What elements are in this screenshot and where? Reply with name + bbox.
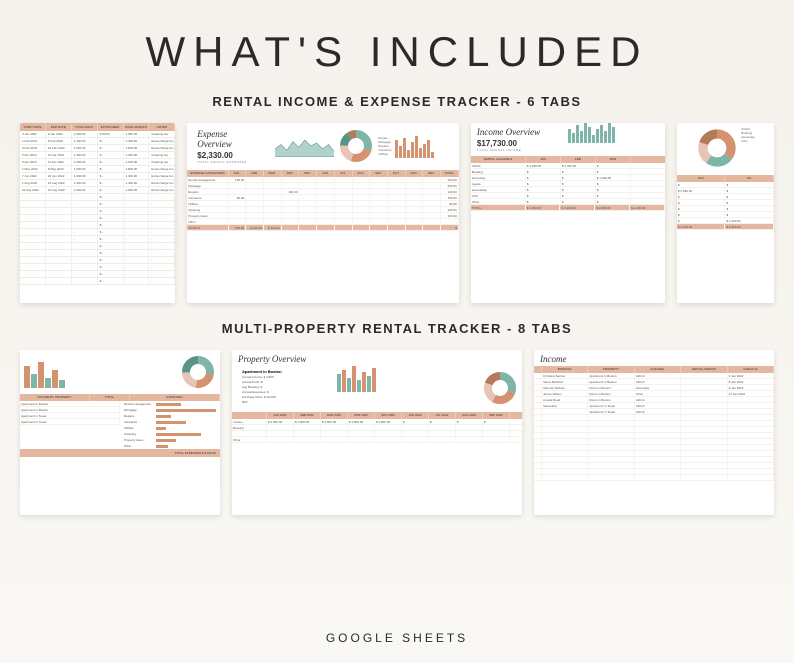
income-channels-table: RENTAL CHANNELSJANFEBMAR Airbnb$ 1,050.0… xyxy=(471,156,665,211)
card-income-overview: Income Overview $17,730.00 TOTAL ANNUAL … xyxy=(471,123,665,303)
card-multi-overview: INCOME BY PROPERTY TOTAL EXPENSES Apartm… xyxy=(20,350,220,515)
income-bars xyxy=(564,123,665,147)
expense-total-label: TOTAL ANNUAL EXPENSES xyxy=(191,160,266,166)
income-title: Income Overview xyxy=(471,123,564,139)
multi-bars xyxy=(24,354,176,388)
card-expense-overview: Expense Overview $2,330.00 TOTAL ANNUAL … xyxy=(187,123,459,303)
multi-expenses-header: EXPENSES xyxy=(130,394,220,401)
prop-fields: Annual Income: $ 4,800Annual Profit: $Av… xyxy=(237,375,328,405)
section2-title: MULTI-PROPERTY RENTAL TRACKER - 8 TABS xyxy=(0,321,794,336)
income-table-rows: Christina SantosApartment in BostonAirbn… xyxy=(534,373,774,481)
expense-category-table: EXPENSE CATEGORIESJANFEBMARAPRMAYJUNJULA… xyxy=(187,170,459,231)
multi-total-header: TOTAL xyxy=(90,394,130,401)
card-income-table: Income BOOKINGPROPERTYCHANNELRENTAL PERI… xyxy=(534,350,774,515)
prop-name: Apartment in Boston xyxy=(237,369,328,374)
income-side-legend: AirbnbBookingHomestayVrbo xyxy=(741,127,755,169)
card-booking-sheet: START DATEEND DATETOTAL RENTEXTRA FEESTO… xyxy=(20,123,175,303)
footer: GOOGLE SHEETS xyxy=(0,631,794,645)
booking-rows: 4 Jan 20229 Jan 20221,000.00$ 50.001,050… xyxy=(20,131,175,285)
multi-props-list: Apartment in BostonApartment in BostonAp… xyxy=(20,401,120,449)
card-property-overview: Property Overview Apartment in Boston An… xyxy=(232,350,522,515)
row2: INCOME BY PROPERTY TOTAL EXPENSES Apartm… xyxy=(0,350,794,515)
expense-legend: Rental…MortgageRepairsInsuranceUtilities xyxy=(378,136,391,156)
income-table-title: Income xyxy=(534,350,774,366)
main-title: WHAT'S INCLUDED xyxy=(0,28,794,76)
multi-donut xyxy=(180,354,216,390)
section1-title: RENTAL INCOME & EXPENSE TRACKER - 6 TABS xyxy=(0,94,794,109)
income-total: $17,730.00 xyxy=(471,139,564,148)
expense-title: Expense Overview xyxy=(191,125,266,151)
income-by-prop-header: INCOME BY PROPERTY xyxy=(20,394,90,401)
prop-months-table: JAN 2022FEB 2022MAR 2022APR 2022MAY 2022… xyxy=(232,412,522,443)
income-side-donut xyxy=(696,127,738,169)
income-total-label: TOTAL ANNUAL INCOME xyxy=(471,148,564,154)
expense-area-chart xyxy=(275,132,335,160)
prop-vbars xyxy=(333,366,478,394)
expense-total: $2,330.00 xyxy=(191,151,266,160)
income-table-header: BOOKINGPROPERTYCHANNELRENTAL PERIODCHECK… xyxy=(534,366,774,373)
prop-donut xyxy=(482,370,518,406)
multi-total-expenses: TOTAL EXPENSES $ 8,340.00 xyxy=(20,449,220,457)
multi-hbars: Rental managementMortgageRepairsInsuranc… xyxy=(120,401,220,449)
expense-donut xyxy=(338,128,374,164)
card-income-side: AirbnbBookingHomestayVrbo JUNJUL $$$ 2,5… xyxy=(677,123,774,303)
booking-header-row: START DATEEND DATETOTAL RENTEXTRA FEESTO… xyxy=(20,123,175,131)
prop-title: Property Overview xyxy=(232,350,522,366)
row1: START DATEEND DATETOTAL RENTEXTRA FEESTO… xyxy=(0,123,794,303)
expense-bars xyxy=(395,134,455,158)
